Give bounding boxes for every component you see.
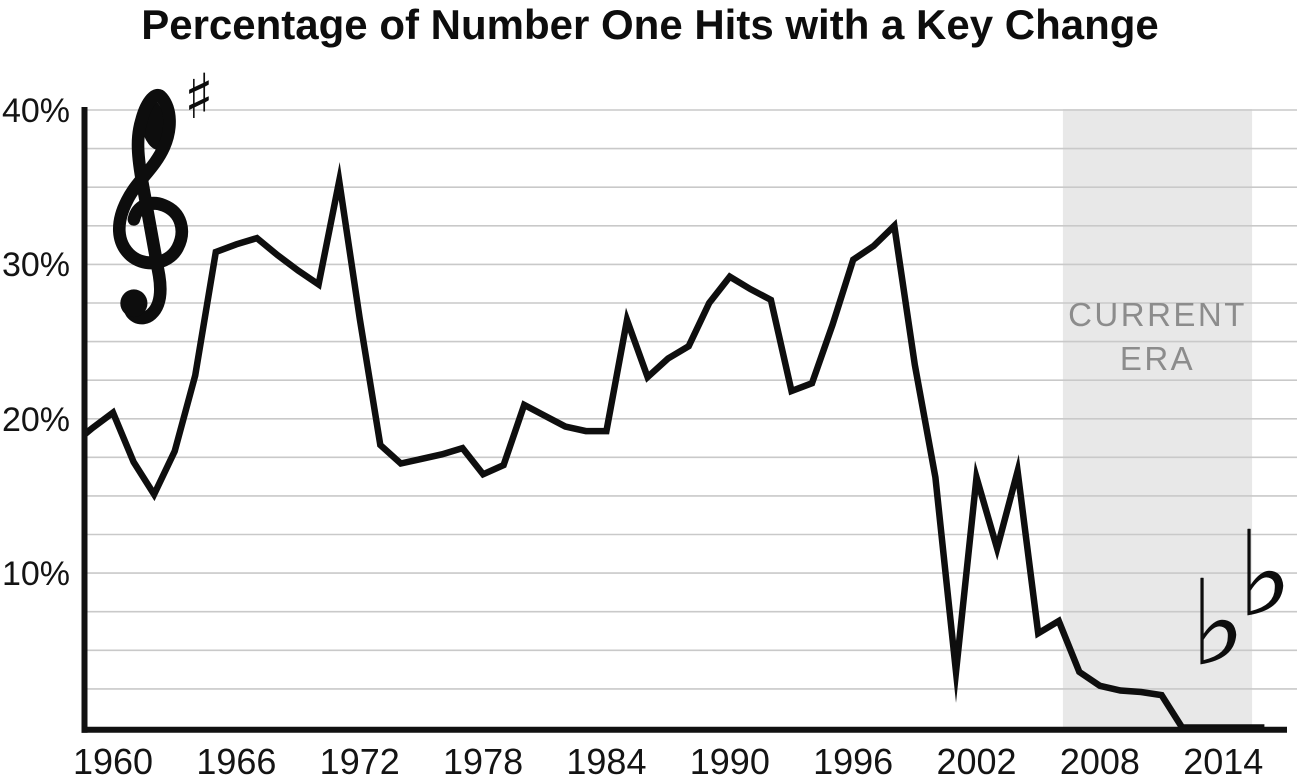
y-tick-label: 40% xyxy=(1,92,70,130)
x-tick-label: 1966 xyxy=(196,741,277,782)
flat-icon: ♭ xyxy=(1237,505,1293,643)
x-tick-label: 1960 xyxy=(72,741,154,782)
y-tick-label: 20% xyxy=(1,400,70,439)
x-tick-label: 2002 xyxy=(936,741,1017,782)
y-tick-label: 30% xyxy=(1,246,70,285)
x-tick-label: 1990 xyxy=(689,741,770,782)
current-era-label: CURRENT ERA xyxy=(1068,296,1247,377)
x-tick-label: 2014 xyxy=(1183,741,1264,782)
x-tick-label: 1972 xyxy=(319,741,400,782)
gridlines xyxy=(85,109,1297,690)
data-line-group xyxy=(85,162,1265,731)
flat-icon: ♭ xyxy=(1190,554,1246,692)
chart-title: Percentage of Number One Hits with a Key… xyxy=(141,1,1159,48)
y-tick-label: 10% xyxy=(1,555,70,594)
x-tick-label: 1984 xyxy=(566,741,647,782)
x-tick-label: 1978 xyxy=(443,741,524,782)
x-tick-label: 2008 xyxy=(1059,741,1140,782)
sharp-icon: ♯ xyxy=(184,60,215,133)
x-tick-label: 1996 xyxy=(813,741,894,782)
treble-clef-icon xyxy=(113,88,188,325)
data-line xyxy=(85,162,1265,731)
